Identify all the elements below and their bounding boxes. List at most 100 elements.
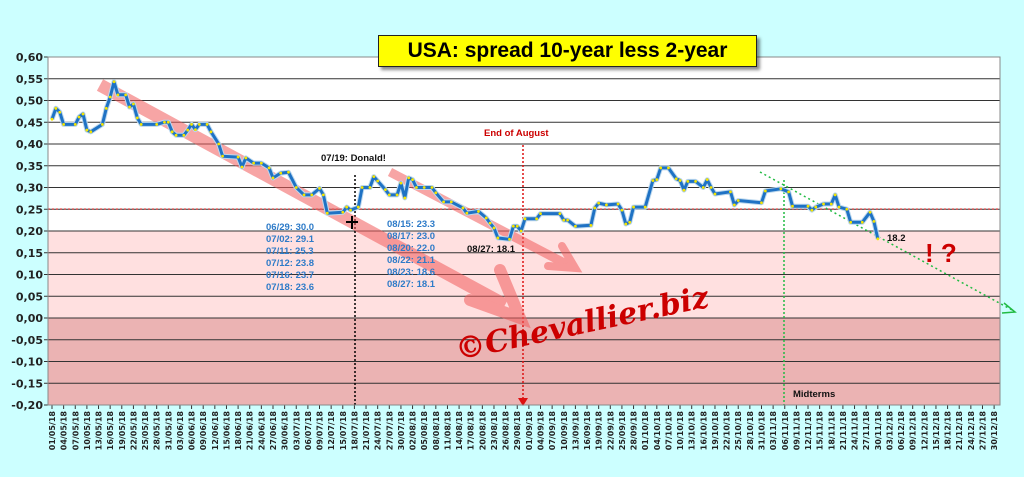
x-tick-label: 10/09/18 — [560, 411, 569, 451]
data-point — [628, 220, 632, 224]
list-item: 07/02: 29.1 — [266, 234, 315, 245]
data-point — [259, 161, 263, 165]
data-point — [434, 191, 438, 195]
x-tick-label: 19/10/18 — [711, 411, 720, 451]
data-point — [135, 116, 139, 120]
data-point — [872, 220, 876, 223]
data-point — [310, 193, 314, 197]
data-point — [686, 180, 690, 183]
data-point — [620, 208, 624, 212]
x-tick-label: 31/10/18 — [757, 411, 766, 451]
data-point — [477, 210, 480, 213]
x-tick-label: 28/09/18 — [630, 411, 639, 451]
data-point — [465, 211, 469, 215]
data-point — [667, 166, 670, 170]
x-tick-label: 03/11/18 — [769, 411, 778, 451]
data-point — [810, 208, 814, 212]
data-point — [252, 161, 256, 165]
data-point — [170, 130, 174, 134]
x-tick-label: 19/05/18 — [118, 411, 127, 451]
data-point — [779, 187, 783, 191]
x-tick-label: 21/07/18 — [362, 411, 371, 451]
x-tick-label: 01/05/18 — [48, 411, 57, 451]
data-point — [236, 155, 240, 159]
data-point — [484, 216, 488, 220]
list-item: 08/15: 23.3 — [387, 219, 435, 230]
data-point — [539, 212, 542, 216]
x-tick-label: 08/08/18 — [432, 411, 441, 451]
data-point — [217, 142, 221, 146]
data-point — [267, 166, 271, 170]
data-point — [104, 106, 108, 110]
y-tick-label: -0,05 — [11, 334, 43, 347]
x-tick-label: 24/12/18 — [967, 411, 976, 451]
data-point — [124, 93, 128, 97]
x-tick-label: 06/07/18 — [304, 411, 313, 451]
data-point — [302, 193, 306, 197]
data-point — [244, 156, 248, 160]
data-point — [240, 165, 244, 169]
data-point — [221, 154, 224, 158]
x-tick-label: 15/06/18 — [222, 411, 231, 451]
data-point — [829, 202, 833, 206]
x-tick-label: 23/08/18 — [490, 411, 499, 451]
data-point — [535, 217, 539, 221]
x-tick-label: 31/05/18 — [164, 411, 173, 451]
x-tick-label: 03/06/18 — [176, 411, 185, 451]
list-item: 07/11: 25.3 — [266, 246, 314, 257]
trend-arrow-2-head — [544, 242, 583, 273]
data-point — [62, 123, 66, 126]
data-point — [341, 210, 345, 214]
data-point — [833, 193, 837, 197]
data-point — [279, 171, 283, 175]
data-point — [112, 80, 116, 84]
data-point — [837, 205, 841, 209]
y-tick-label: -0,10 — [11, 356, 43, 369]
data-point — [77, 115, 81, 119]
x-tick-label: 07/10/18 — [664, 411, 673, 451]
list-item: 07/12: 23.8 — [266, 258, 314, 269]
data-point — [89, 130, 93, 134]
data-point — [868, 210, 872, 214]
data-point — [368, 186, 372, 189]
list-item: 08/17: 23.0 — [387, 231, 435, 242]
y-tick-label: 0,45 — [16, 116, 43, 129]
data-point — [387, 193, 391, 197]
data-point — [108, 95, 112, 99]
data-point — [659, 166, 663, 170]
x-tick-label: 15/11/18 — [816, 411, 825, 451]
x-tick-label: 07/05/18 — [71, 411, 80, 451]
left-value-list: 06/29: 30.0 07/02: 29.1 07/11: 25.3 07/1… — [266, 222, 315, 293]
x-tick-label: 25/05/18 — [141, 411, 150, 451]
x-tick-label: 10/10/18 — [676, 411, 685, 451]
data-point — [736, 199, 740, 202]
data-point — [271, 176, 275, 180]
data-point — [562, 218, 566, 222]
x-tick-label: 27/07/18 — [385, 411, 394, 451]
x-tick-label: 01/10/18 — [641, 411, 650, 451]
data-point — [321, 193, 325, 197]
data-point — [325, 211, 329, 215]
data-point — [372, 175, 376, 179]
data-point — [197, 123, 201, 126]
x-tick-label: 07/09/18 — [548, 411, 557, 451]
data-point — [442, 200, 445, 204]
list-item: 08/23: 18.6 — [387, 267, 435, 278]
data-point — [701, 186, 705, 189]
list-item: 08/27: 18.1 — [387, 279, 436, 290]
data-point — [589, 223, 593, 227]
data-point — [806, 204, 810, 208]
y-tick-label: 0,20 — [16, 225, 43, 238]
data-point — [376, 179, 380, 183]
x-tick-label: 11/08/18 — [443, 411, 452, 451]
data-point — [678, 179, 682, 182]
y-tick-label: -0,15 — [11, 377, 43, 390]
data-point — [395, 193, 399, 197]
y-axis-labels: 0,60 0,55 0,50 0,45 0,40 0,35 0,30 0,25 0,20 0,15… — [11, 51, 43, 412]
data-point — [593, 206, 597, 210]
data-point — [523, 217, 527, 221]
exclaim-question-label: ! ? — [925, 238, 957, 268]
x-tick-label: 12/12/18 — [920, 411, 929, 451]
data-point — [205, 123, 209, 126]
data-point — [496, 236, 500, 240]
